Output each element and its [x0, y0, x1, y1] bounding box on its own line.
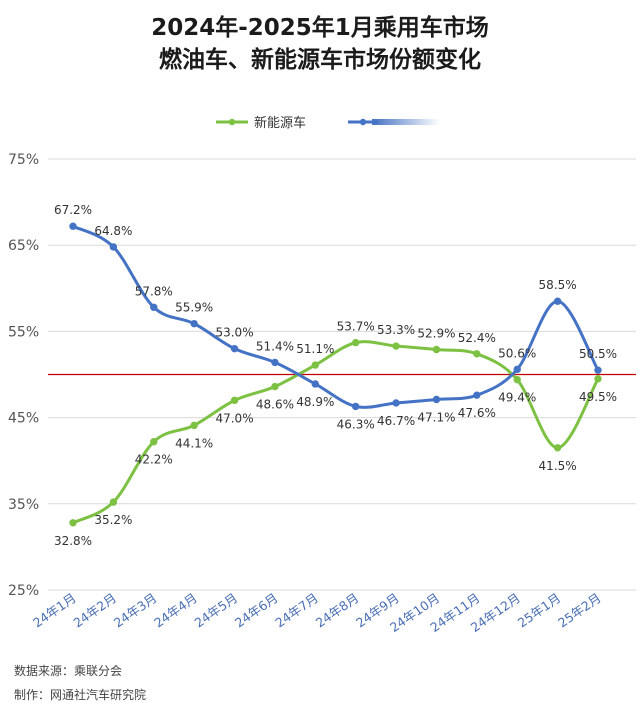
data-label: 47.1%: [417, 410, 455, 424]
legend-swatch-marker-blue: [359, 118, 367, 126]
data-label: 51.4%: [256, 339, 294, 353]
data-label: 67.2%: [54, 203, 92, 217]
data-label: 41.5%: [539, 459, 577, 473]
data-label: 55.9%: [175, 301, 213, 315]
data-point: [311, 380, 320, 388]
data-point: [513, 365, 521, 374]
data-label: 49.4%: [498, 391, 536, 405]
x-tick-label: 24年5月: [192, 590, 241, 630]
x-tick-label: 24年2月: [70, 590, 119, 630]
data-point: [392, 342, 400, 350]
y-tick-label: 25%: [8, 583, 39, 599]
data-point: [271, 382, 279, 391]
producer-note: 制作：网通社汽车研究院: [14, 688, 147, 702]
data-point: [150, 438, 158, 446]
data-point: [150, 303, 158, 311]
x-tick-label: 24年6月: [232, 590, 281, 630]
data-point: [109, 498, 118, 506]
data-label: 57.8%: [135, 284, 173, 298]
data-label: 64.8%: [94, 224, 132, 238]
y-tick-label: 55%: [8, 324, 39, 340]
data-point: [351, 338, 360, 347]
x-tick-label: 24年4月: [151, 590, 200, 630]
data-point: [69, 222, 77, 230]
data-label: 47.6%: [458, 406, 496, 420]
data-point: [594, 375, 602, 383]
data-point: [473, 350, 481, 358]
data-point: [513, 375, 521, 384]
data-label: 53.0%: [215, 326, 253, 340]
data-point: [432, 345, 441, 354]
data-label: 50.5%: [579, 347, 617, 361]
data-point: [594, 366, 602, 374]
data-point: [271, 358, 279, 367]
data-point: [190, 319, 198, 328]
data-label: 49.5%: [579, 390, 617, 404]
x-tick-label: 24年7月: [272, 590, 321, 630]
data-point: [432, 395, 441, 404]
data-label: 32.8%: [54, 534, 92, 548]
chart-title: 2024年-2025年1月乘用车市场 燃油车、新能源车市场份额变化: [0, 12, 640, 76]
data-label: 52.4%: [458, 331, 496, 345]
data-label: 46.3%: [337, 417, 375, 431]
data-label: 35.2%: [94, 513, 132, 527]
data-label: 58.5%: [539, 278, 577, 292]
data-source-note: 数据来源：乘联分会: [14, 664, 123, 678]
data-point: [473, 391, 481, 399]
legend-swatch-marker-green: [228, 118, 236, 126]
y-tick-label: 75%: [8, 152, 39, 168]
x-tick-label: 25年2月: [555, 590, 604, 630]
data-label: 42.2%: [135, 453, 173, 467]
x-tick-label: 24年3月: [111, 590, 160, 630]
data-point: [230, 344, 239, 353]
legend-label-green: 新能源车: [254, 115, 306, 131]
data-point: [69, 519, 77, 527]
data-point: [230, 396, 239, 405]
data-label: 48.9%: [296, 395, 334, 409]
data-label: 48.6%: [256, 398, 294, 412]
legend-swatch-fade-blue: [372, 119, 440, 125]
data-label: 44.1%: [175, 436, 213, 450]
data-label: 53.7%: [337, 320, 375, 334]
data-label: 50.6%: [498, 346, 536, 360]
data-label: 53.3%: [377, 323, 415, 337]
y-tick-label: 65%: [8, 238, 39, 254]
data-point: [109, 243, 118, 251]
data-point: [311, 361, 320, 369]
data-label: 51.1%: [296, 342, 334, 356]
chart-title-line1: 2024年-2025年1月乘用车市场: [151, 15, 489, 41]
data-label: 46.7%: [377, 414, 415, 428]
data-label: 52.9%: [417, 327, 455, 341]
data-point: [351, 402, 360, 411]
chart-title-line2: 燃油车、新能源车市场份额变化: [159, 47, 481, 73]
x-tick-label: 25年1月: [515, 590, 564, 630]
data-label: 47.0%: [215, 411, 253, 425]
data-point: [392, 399, 400, 407]
x-tick-label: 24年8月: [313, 590, 362, 630]
data-point: [190, 421, 198, 430]
data-point: [553, 297, 562, 305]
y-tick-label: 35%: [8, 497, 39, 513]
data-point: [553, 444, 562, 452]
y-tick-label: 45%: [8, 411, 39, 427]
